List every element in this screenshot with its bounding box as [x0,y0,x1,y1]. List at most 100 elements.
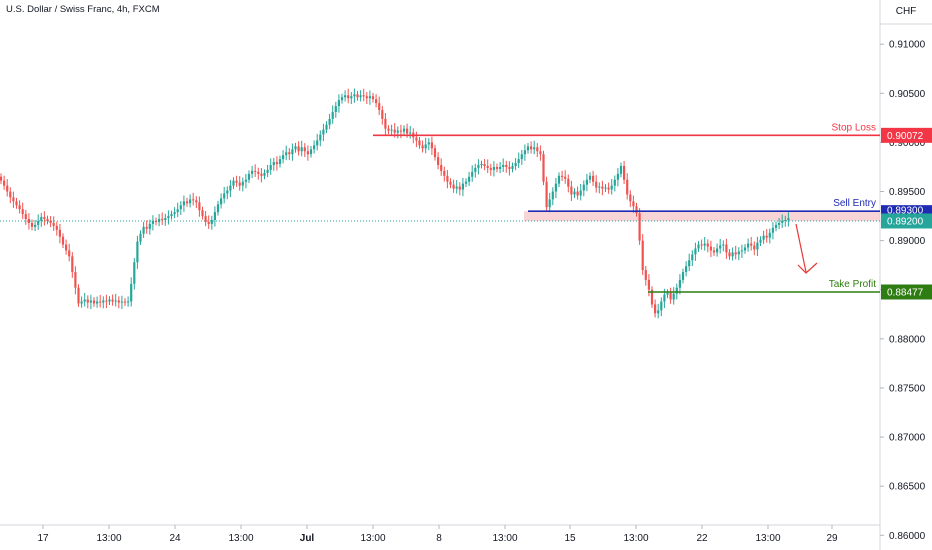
profit-label: Take Profit [829,279,876,290]
candle [337,100,340,107]
x-tick-label: 13:00 [623,533,648,544]
candle [650,289,654,305]
candle [499,166,502,169]
candle [427,142,430,145]
candle [154,220,158,222]
candle [375,99,378,104]
y-tick-label: 0.86000 [889,531,926,542]
candle [443,170,446,176]
candle [356,94,359,98]
candle [46,219,49,221]
candle [399,130,402,132]
candle [241,181,244,186]
candle [139,233,142,242]
candle [297,146,300,152]
candle [458,186,461,190]
candle [437,157,440,165]
candle [74,272,77,288]
candle [415,137,418,141]
candle [272,162,275,165]
candle [626,179,629,195]
candle [787,218,790,220]
candle [37,220,40,225]
candle [83,299,86,302]
candle [471,171,474,177]
candle [294,146,297,150]
candle [638,213,641,241]
candle [71,256,74,273]
candle [173,212,176,215]
candle [592,175,595,182]
candle [213,212,216,220]
candle [737,251,740,255]
candle [694,248,697,255]
candle [644,270,647,280]
candle [523,150,526,155]
candle [381,110,384,119]
candle [282,155,285,160]
candle [747,243,750,248]
x-tick-label: 13:00 [96,533,121,544]
candle [502,165,505,167]
candle [344,95,347,98]
candle [635,206,638,214]
candle [700,244,703,246]
sell-zone [524,211,880,221]
candle [9,191,12,198]
candle [579,190,582,196]
candle [275,162,278,165]
y-tick-label: 0.90500 [889,89,926,100]
candle [55,225,58,230]
candle [728,252,731,257]
candle [474,167,477,172]
candle [685,266,688,273]
candle [43,217,46,220]
candle [260,173,263,176]
candle [24,214,27,220]
candle [688,260,691,267]
candle [257,171,260,174]
candle [489,167,492,170]
candle [247,173,251,180]
candle [223,193,226,199]
candle [378,103,381,110]
stop-price-value: 0.90072 [887,131,924,142]
candle [542,154,545,182]
candle [743,247,747,251]
candle [384,118,387,129]
candle [468,176,471,182]
candle [316,140,319,146]
candle [641,240,644,271]
candle [719,245,722,249]
candle [359,95,362,98]
candle [768,232,771,238]
candle [145,226,148,229]
x-tick-label: 24 [169,533,181,544]
candle [505,165,508,167]
candle [623,165,626,180]
candle [328,118,331,125]
x-tick-label: 17 [37,533,49,544]
currency-button[interactable]: CHF [895,6,917,17]
candle [161,219,164,221]
candle [418,140,421,146]
candle [564,176,567,179]
candle [263,172,266,176]
candle [136,241,139,263]
candle [151,220,154,224]
candle [170,214,173,217]
candle [452,184,455,189]
candle [781,220,784,223]
profit-price-value: 0.88477 [887,287,924,298]
candle [424,144,427,149]
candle [784,220,787,221]
candle [61,236,65,245]
candle [291,149,294,155]
candle [421,145,424,149]
candle [387,128,390,131]
candle [449,181,452,185]
candle [30,222,34,227]
candle [771,227,774,233]
candle [520,154,523,160]
